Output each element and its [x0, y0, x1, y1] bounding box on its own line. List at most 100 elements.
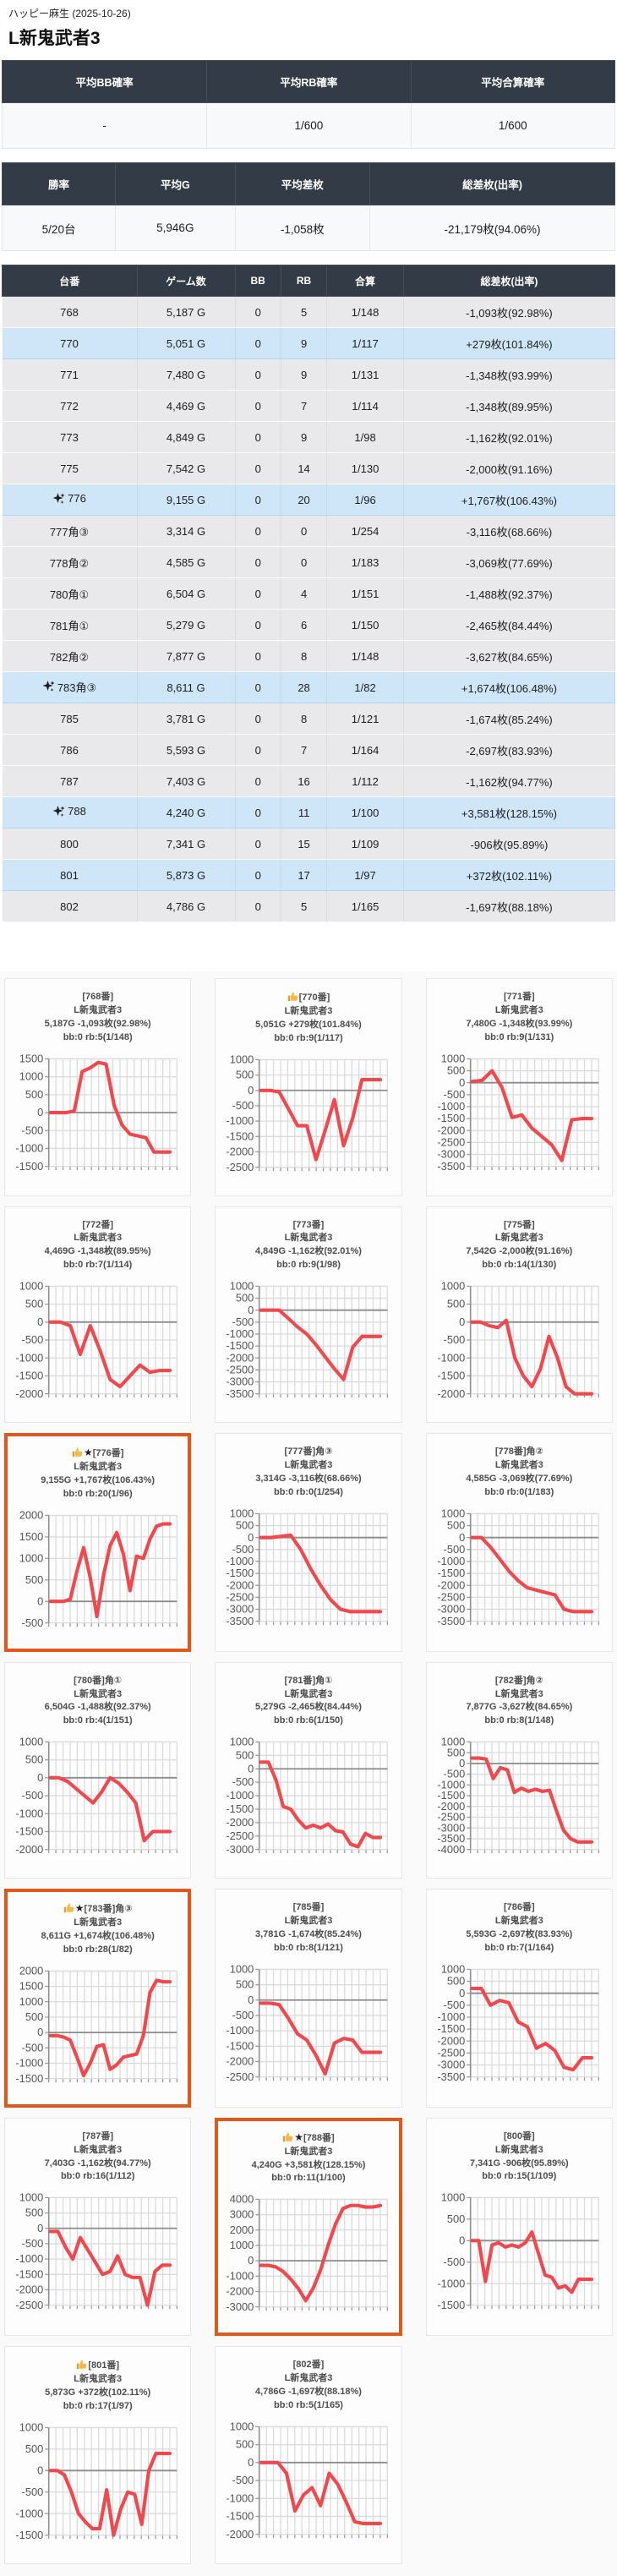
svg-text:-1000: -1000	[227, 1114, 254, 1127]
bb-rb-stats: bb:0 rb:16(1/112)	[60, 2171, 135, 2182]
chart-title-block: [800番] L新鬼武者3 7,341G -906枚(95.89%) bb:0 rb:…	[431, 2130, 608, 2185]
summary-value: 5/20台	[1, 205, 117, 251]
dai-label: 783角③	[42, 679, 96, 695]
svg-text:500: 500	[236, 1068, 254, 1080]
chart-machine-label: [801番]	[9, 2359, 186, 2373]
machine-chart-card: [770番] L新鬼武者3 5,051G +279枚(101.84%) bb:0 rb…	[215, 978, 402, 1196]
machine-chart-card: [778番]角② L新鬼武者3 4,585G -3,069枚(77.69%) bb:0…	[425, 1433, 613, 1652]
machine-chart-card: [780番]角① L新鬼武者3 6,504G -1,488枚(92.37%) bb:0…	[4, 1661, 192, 1879]
slump-line	[48, 1776, 172, 1843]
bb-rb-stats: bb:0 rb:9(1/98)	[276, 1260, 341, 1271]
machine-chart-card: [772番] L新鬼武者3 4,469G -1,348枚(89.95%) bb:0 r…	[4, 1206, 192, 1424]
machine-row: 802 4,786 G 0 5 1/165 -1,697枚(88.18%)	[2, 890, 616, 922]
svg-text:500: 500	[25, 2010, 43, 2023]
slump-line	[48, 1060, 172, 1154]
header-row: 平均BB確率 平均RB確率 平均合算確率	[1, 60, 616, 103]
rb-cell: 14	[281, 452, 328, 484]
games-cell: 4,849 G	[137, 421, 236, 453]
svg-text:500: 500	[25, 2442, 43, 2455]
rb-cell: 6	[281, 609, 328, 641]
games-cell: 5,187 G	[137, 296, 236, 328]
dai-label: 780角①	[50, 586, 89, 602]
svg-text:-1000: -1000	[227, 2270, 254, 2283]
bb-cell: 0	[235, 577, 281, 610]
dai-number: 780角①	[49, 588, 90, 601]
games-diff-stats: 7,341G -906枚(95.89%)	[469, 2158, 569, 2169]
svg-text:500: 500	[447, 1975, 465, 1988]
svg-text:500: 500	[447, 2212, 465, 2225]
machine-chart-card: [768番] L新鬼武者3 5,187G -1,093枚(92.98%) bb:0 r…	[4, 978, 192, 1196]
svg-text:-1000: -1000	[437, 2010, 465, 2023]
svg-text:-2500: -2500	[437, 1135, 465, 1148]
dai-cell: 780角①	[2, 577, 138, 610]
svg-text:0: 0	[248, 1994, 254, 2006]
gassan-cell: 1/130	[326, 452, 404, 484]
machine-number-label: [778番]角②	[494, 1447, 543, 1458]
games-cell: 7,480 G	[137, 358, 236, 391]
svg-text:-1000: -1000	[227, 1555, 254, 1567]
svg-text:1000: 1000	[19, 1736, 44, 1748]
svg-text:1000: 1000	[230, 2421, 254, 2433]
slump-graph: 4000 3000 2000 1000 0 -1000 -2000 -3000	[227, 2194, 389, 2313]
value-row: -1/600 1/600	[1, 102, 616, 149]
svg-text:0: 0	[459, 1531, 465, 1544]
chart-machine-label: [778番]角②	[431, 1446, 608, 1459]
diff-cell: -1,674枚(85.24%)	[403, 703, 616, 735]
page-title: L新鬼武者3	[8, 29, 101, 48]
machine-number-label: [787番]	[82, 2130, 113, 2141]
dai-cell: 777角③	[2, 515, 138, 547]
machine-number-label: [788番]	[303, 2132, 335, 2143]
gassan-cell: 1/117	[326, 327, 404, 359]
column-header: 総差枚(出率)	[369, 162, 615, 205]
games-cell: 3,314 G	[137, 515, 236, 547]
machine-number-label: [783番]角③	[84, 1904, 133, 1915]
slump-line	[48, 1978, 172, 2077]
machine-row: 770 5,051 G 0 9 1/117 +279枚(101.84%)	[2, 327, 616, 359]
rb-cell: 28	[281, 671, 328, 703]
diff-cell: -3,069枚(77.69%)	[403, 546, 616, 578]
bb-cell: 0	[235, 703, 281, 735]
chart-machine-label: [775番]	[431, 1219, 608, 1233]
chart-title-block: [778番]角② L新鬼武者3 4,585G -3,069枚(77.69%) bb:0…	[431, 1446, 608, 1500]
chart-machine-label: [772番]	[9, 1219, 186, 1233]
chart-machine-label: [800番]	[431, 2130, 608, 2144]
svg-text:-3000: -3000	[227, 1376, 254, 1388]
svg-text:-1000: -1000	[227, 1327, 254, 1340]
svg-text:-500: -500	[22, 2041, 44, 2054]
svg-text:1500: 1500	[19, 1980, 44, 1993]
svg-text:-1000: -1000	[227, 1789, 254, 1802]
games-diff-stats: 7,542G -2,000枚(91.16%)	[466, 1246, 573, 1257]
games-cell: 7,403 G	[137, 765, 236, 797]
model-name: L新鬼武者3	[494, 2144, 543, 2155]
machine-row: 775 7,542 G 0 14 1/130 -2,000枚(91.16%)	[2, 452, 616, 484]
svg-text:1000: 1000	[440, 1281, 465, 1293]
bb-rb-stats: bb:0 rb:5(1/165)	[274, 2400, 343, 2410]
slump-line	[470, 1069, 593, 1162]
games-diff-stats: 4,786G -1,697枚(88.18%)	[255, 2387, 362, 2398]
svg-text:2000: 2000	[230, 2223, 254, 2236]
star-icon: ★	[294, 2130, 304, 2143]
svg-text:500: 500	[447, 1298, 465, 1310]
rb-cell: 11	[281, 796, 328, 829]
svg-text:-500: -500	[443, 1543, 465, 1556]
slump-graph: 1000 500 0 -500 -1000 -1500 -2000	[227, 2421, 389, 2540]
diff-cell: -3,627枚(84.65%)	[403, 640, 616, 672]
header-row: 台番 ゲーム数 BB RB 合算 総差枚(出率)	[2, 265, 616, 297]
rb-cell: 9	[281, 358, 328, 391]
bb-cell: 0	[235, 765, 281, 797]
bb-rb-stats: bb:0 rb:14(1/130)	[482, 1260, 557, 1271]
games-diff-stats: 3,781G -1,674枚(85.24%)	[255, 1929, 362, 1939]
svg-text:-2000: -2000	[227, 1352, 254, 1365]
bb-rb-stats: bb:0 rb:5(1/148)	[63, 1031, 133, 1042]
machine-chart-card: [786番] L新鬼武者3 5,593G -2,697枚(83.93%) bb:0 r…	[425, 1889, 613, 2108]
bb-cell: 0	[235, 828, 281, 860]
chart-machine-label: [802番]	[220, 2359, 396, 2372]
machine-number-label: [802番]	[292, 2360, 325, 2371]
machine-row: 773 4,849 G 0 9 1/98 -1,162枚(92.01%)	[2, 421, 616, 453]
machine-number-label: [780番]角①	[74, 1675, 123, 1686]
value-row: 5/20台 5,946G -1,058枚 -21,179枚(94.06%)	[1, 205, 615, 251]
bb-rb-stats: bb:0 rb:0(1/254)	[274, 1486, 343, 1497]
games-cell: 4,469 G	[137, 390, 236, 422]
diff-cell: -1,162枚(94.77%)	[403, 765, 616, 797]
machine-chart-card: [782番]角② L新鬼武者3 7,877G -3,627枚(84.65%) bb:0…	[425, 1661, 613, 1879]
